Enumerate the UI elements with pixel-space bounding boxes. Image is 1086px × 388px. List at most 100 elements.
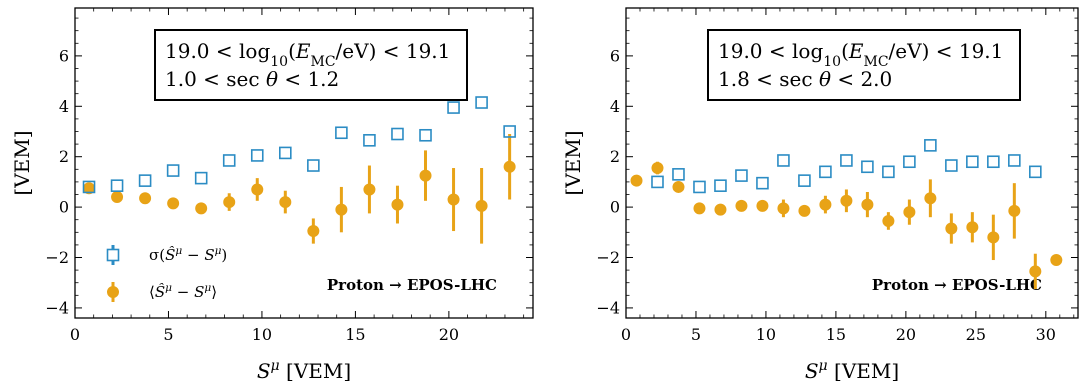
y-tick-label: −2 (596, 248, 620, 267)
y-tick-label: −4 (596, 298, 620, 317)
annotation-energy-range: 19.0 < log10(EMC/eV) < 19.1 (165, 39, 450, 70)
mean-point (882, 214, 895, 227)
legend-mean-marker (107, 286, 119, 298)
note-label: Proton → EPOS-LHC (872, 276, 1042, 294)
y-tick-label: 0 (610, 198, 620, 217)
x-tick-label: 5 (691, 325, 701, 344)
sigma-point (222, 154, 236, 167)
plot-frame (625, 7, 1079, 319)
mean-point (693, 202, 706, 215)
mean-point (475, 199, 488, 212)
mean-point (840, 194, 853, 207)
x-tick-label: 15 (345, 325, 365, 344)
y-tick-label: 6 (59, 46, 69, 65)
sigma-point (307, 159, 320, 172)
sigma-point (363, 134, 376, 147)
sigma-point (756, 176, 769, 190)
x-tick-label: 20 (439, 325, 459, 344)
mean-point (861, 198, 874, 211)
y-tick-label: 6 (610, 46, 620, 65)
y-axis-label: [VEM] (561, 130, 585, 195)
mean-point (819, 198, 832, 211)
mean-point (503, 160, 516, 173)
mean-point (903, 206, 916, 219)
legend-sigma-label: σ(Ŝμ − Sμ) (149, 245, 227, 264)
mean-point (966, 221, 979, 234)
sigma-point (693, 180, 706, 194)
sigma-point (503, 125, 516, 138)
mean-point (195, 202, 208, 215)
mean-point (111, 191, 124, 204)
sigma-point (714, 179, 727, 192)
sigma-point (903, 155, 916, 169)
y-tick-label: −4 (45, 298, 69, 317)
sigma-point (1029, 165, 1042, 179)
x-tick-label: 15 (826, 325, 846, 344)
chart-panel-2: 0 5 10 15 20 25 30 −4 −2 0 2 4 6 Sμ [VEM] [VEM] 19.0 < … (561, 7, 1079, 383)
mean-point (945, 222, 958, 235)
legend-mean-label: ⟨Ŝμ − Sμ⟩ (149, 282, 217, 301)
sigma-point (1008, 154, 1021, 167)
chart-panel-1: 0 5 10 15 20 −4 −2 0 2 4 6 Sμ [VEM] [VEM] 19.0 < log1… (10, 7, 534, 383)
x-tick-label: 30 (1036, 325, 1056, 344)
sigma-point (194, 171, 208, 185)
mean-point (651, 162, 664, 175)
annotation-zenith-range: 1.8 < sec θ < 2.0 (718, 67, 892, 91)
sigma-point (651, 175, 664, 189)
mean-point (139, 192, 152, 205)
mean-point (1008, 204, 1021, 217)
mean-point (1050, 254, 1063, 267)
mean-point (251, 183, 264, 196)
note-label: Proton → EPOS-LHC (327, 276, 497, 294)
sigma-point (419, 128, 432, 142)
y-tick-label: −2 (45, 248, 69, 267)
sigma-point (335, 126, 348, 140)
y-tick-label: 2 (610, 147, 620, 166)
mean-point (447, 193, 460, 206)
mean-point (798, 204, 811, 217)
sigma-point (987, 155, 1000, 169)
mean-point (630, 174, 643, 187)
mean-point (335, 203, 348, 216)
x-tick-label: 10 (252, 325, 272, 344)
x-tick-label: 10 (756, 325, 776, 344)
sigma-point (672, 168, 685, 181)
legend-sigma-marker (106, 248, 120, 262)
annotation-box (707, 29, 1021, 101)
sigma-point (966, 155, 979, 169)
mean-point (714, 203, 727, 216)
mean-point (391, 198, 404, 211)
sigma-point (138, 174, 152, 187)
x-tick-label: 25 (966, 325, 986, 344)
y-tick-label: 0 (59, 198, 69, 217)
x-tick-label: 0 (621, 325, 631, 344)
sigma-point (945, 159, 958, 172)
mean-point (223, 196, 236, 209)
plot-frame (74, 7, 534, 319)
mean-point (924, 192, 937, 205)
sigma-point (279, 146, 292, 160)
sigma-point (447, 101, 460, 114)
mean-point (1029, 265, 1042, 278)
sigma-point (110, 179, 124, 192)
sigma-point (391, 127, 404, 141)
sigma-point (735, 169, 748, 182)
mean-point (777, 202, 790, 215)
x-tick-label: 20 (896, 325, 916, 344)
x-tick-label: 0 (70, 325, 80, 344)
sigma-point (798, 174, 811, 187)
mean-point (756, 199, 769, 212)
y-tick-label: 4 (610, 97, 620, 116)
annotation-zenith-range: 1.0 < sec θ < 1.2 (165, 67, 339, 91)
sigma-point (777, 154, 790, 167)
mean-point (419, 169, 432, 182)
annotation-energy-range: 19.0 < log10(EMC/eV) < 19.1 (718, 39, 1003, 70)
y-tick-label: 2 (59, 147, 69, 166)
sigma-point (924, 139, 937, 152)
mean-point (363, 183, 376, 196)
x-axis-label: Sμ [VEM] (805, 358, 899, 383)
x-axis-label: Sμ [VEM] (257, 358, 351, 383)
y-axis-label: [VEM] (10, 130, 34, 195)
sigma-point (250, 149, 264, 162)
